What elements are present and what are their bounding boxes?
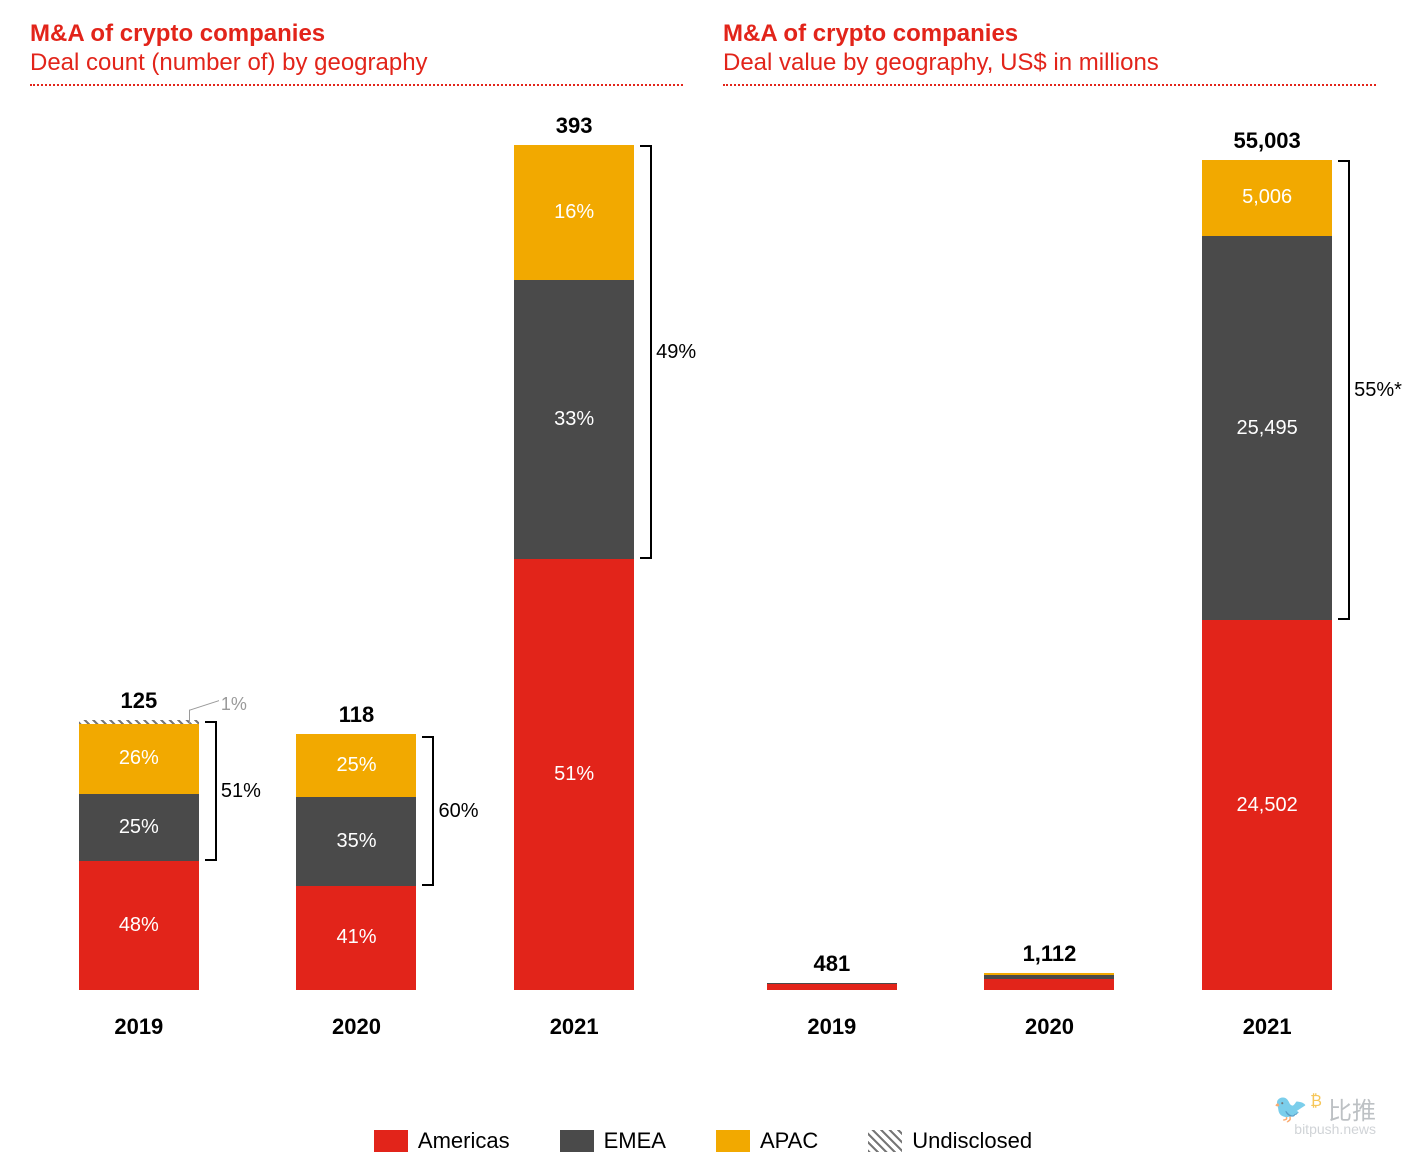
charts-row: M&A of crypto companies Deal count (numb…	[30, 20, 1376, 1040]
legend-label: APAC	[760, 1128, 818, 1154]
x-axis-label: 2019	[79, 1014, 199, 1040]
bracket-label: 49%	[656, 341, 696, 364]
bar-segment-americas	[767, 984, 897, 990]
watermark-url: bitpush.news	[1294, 1121, 1376, 1137]
legend-swatch	[374, 1130, 408, 1152]
x-axis-label: 2019	[767, 1014, 897, 1040]
bar-segment-apac: 26%	[79, 724, 199, 794]
legend-item-apac: APAC	[716, 1128, 818, 1154]
x-axis-label: 2020	[297, 1014, 417, 1040]
left-plot-area: 12548%25%26%51%1%11841%35%25%60%39351%33…	[30, 126, 683, 1040]
left-chart-subtitle: Deal count (number of) by geography	[30, 49, 683, 78]
bar-segment-emea: 33%	[514, 280, 634, 559]
right-chart-subtitle: Deal value by geography, US$ in millions	[723, 49, 1376, 78]
bar-segment-emea: 25,495	[1202, 236, 1332, 621]
bar-group-2019: 481	[767, 951, 897, 990]
legend-item-undisclosed: Undisclosed	[868, 1128, 1032, 1154]
legend-item-emea: EMEA	[560, 1128, 666, 1154]
bar-segment-apac: 5,006	[1202, 160, 1332, 236]
bar-segment-emea: 25%	[79, 794, 199, 861]
undisclosed-callout: 1%	[221, 694, 247, 715]
coin-icon: ₿	[1310, 1093, 1322, 1111]
right-chart-panel: M&A of crypto companies Deal value by ge…	[723, 20, 1376, 1040]
left-chart-panel: M&A of crypto companies Deal count (numb…	[30, 20, 683, 1040]
bar-total-label: 481	[813, 951, 850, 977]
bracket-label: 60%	[438, 800, 478, 823]
bar-group-2019: 12548%25%26%51%1%	[79, 688, 199, 990]
bar-segment-apac: 25%	[296, 734, 416, 797]
legend: Americas EMEA APAC Undisclosed	[0, 1128, 1406, 1154]
x-axis-label: 2020	[985, 1014, 1115, 1040]
legend-label: EMEA	[604, 1128, 666, 1154]
x-axis-label: 2021	[1202, 1014, 1332, 1040]
watermark: 🐦 ₿ 比推 bitpush.news	[1273, 1091, 1376, 1126]
bar-group-2021: 55,00324,50225,4955,00655%*	[1202, 128, 1332, 990]
bracket	[1338, 160, 1350, 620]
bar-group-2020: 1,112	[984, 941, 1114, 990]
bar-group-2021: 39351%33%16%49%	[514, 113, 634, 990]
bar-segment-americas	[984, 979, 1114, 990]
right-plot-area: 4811,11255,00324,50225,4955,00655%*20192…	[723, 126, 1376, 1040]
legend-item-americas: Americas	[374, 1128, 510, 1154]
bar-total-label: 55,003	[1233, 128, 1300, 154]
bracket-label: 51%	[221, 780, 261, 803]
bar-segment-americas: 48%	[79, 861, 199, 990]
bar-total-label: 125	[120, 688, 157, 714]
bracket-label: 55%*	[1354, 379, 1402, 402]
bar-segment-americas: 41%	[296, 886, 416, 990]
legend-swatch	[868, 1130, 902, 1152]
x-axis-label: 2021	[514, 1014, 634, 1040]
bar-group-2020: 11841%35%25%60%	[296, 702, 416, 990]
bar-segment-apac: 16%	[514, 145, 634, 280]
bar-segment-americas: 24,502	[1202, 620, 1332, 990]
bar-segment-americas: 51%	[514, 559, 634, 990]
bar-total-label: 118	[339, 702, 375, 728]
legend-swatch	[716, 1130, 750, 1152]
legend-label: Americas	[418, 1128, 510, 1154]
bracket	[640, 145, 652, 559]
legend-label: Undisclosed	[912, 1128, 1032, 1154]
bar-total-label: 1,112	[1023, 941, 1077, 967]
bracket	[422, 736, 434, 886]
right-chart-title: M&A of crypto companies	[723, 20, 1376, 49]
title-underline	[723, 84, 1376, 86]
legend-swatch	[560, 1130, 594, 1152]
title-underline	[30, 84, 683, 86]
bracket	[205, 721, 217, 861]
left-chart-title: M&A of crypto companies	[30, 20, 683, 49]
bar-segment-emea: 35%	[296, 797, 416, 886]
bar-total-label: 393	[556, 113, 593, 139]
